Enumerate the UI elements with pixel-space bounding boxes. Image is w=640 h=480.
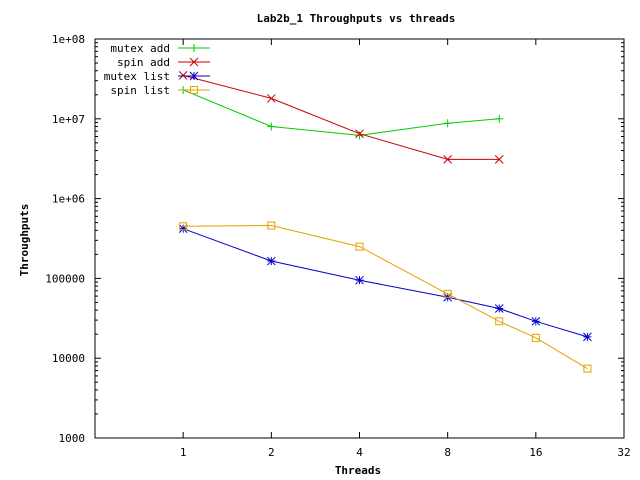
data-point — [355, 131, 364, 140]
x-tick-label: 4 — [356, 446, 363, 459]
data-point — [583, 332, 592, 342]
legend-label: mutex add — [110, 42, 170, 55]
data-point — [531, 333, 540, 342]
data-point — [443, 119, 452, 128]
x-tick-label: 8 — [444, 446, 451, 459]
data-point — [178, 71, 188, 80]
series-mutex-list — [178, 224, 592, 342]
legend-marker — [189, 71, 199, 81]
series-layer — [178, 71, 592, 373]
axes-ticks — [95, 38, 625, 439]
series-mutex-add — [179, 85, 504, 140]
series-line — [183, 74, 500, 160]
x-tick-label: 32 — [617, 446, 630, 459]
data-point — [494, 155, 504, 164]
data-point — [179, 222, 188, 231]
data-point — [266, 94, 276, 103]
data-point — [266, 256, 276, 266]
x-tick-label: 16 — [529, 446, 542, 459]
data-point — [583, 364, 592, 373]
plot-frame — [94, 38, 625, 439]
y-tick-label: 10000 — [52, 352, 85, 365]
x-axis-label: Threads — [335, 464, 381, 477]
legend-marker — [190, 44, 198, 52]
data-point — [531, 316, 541, 326]
y-tick-label: 1e+06 — [52, 193, 85, 206]
series-spin-list — [179, 221, 592, 373]
data-point — [443, 289, 452, 298]
y-tick-label: 1000 — [59, 432, 86, 445]
series-line — [183, 224, 588, 370]
data-point — [355, 242, 364, 251]
data-point — [267, 122, 276, 131]
series-line — [183, 228, 588, 338]
data-point — [355, 275, 364, 285]
legend-label: spin add — [117, 56, 170, 69]
series-line — [183, 89, 500, 136]
legend-marker — [189, 57, 199, 67]
y-tick-label: 1e+08 — [52, 33, 85, 46]
data-point — [267, 221, 276, 230]
series-spin-add — [178, 71, 504, 164]
data-point — [443, 155, 453, 164]
x-tick-label: 2 — [268, 446, 275, 459]
tick-labels: 1 2 4 8 16 32 1000 10000 100000 1e+06 1e+07 1e+08 — [45, 33, 630, 459]
y-axis-label: Throughputs — [18, 204, 31, 277]
legend-marker — [190, 86, 198, 94]
data-point — [494, 304, 504, 313]
data-point — [495, 114, 504, 123]
y-tick-label: 100000 — [45, 272, 85, 285]
data-point — [355, 129, 364, 139]
x-tick-label: 1 — [180, 446, 187, 459]
y-tick-label: 1e+07 — [52, 113, 85, 126]
data-point — [495, 317, 504, 326]
legend-label: spin list — [110, 84, 170, 97]
chart-title: Lab2b_1 Throughputs vs threads — [257, 12, 456, 25]
legend-label: mutex list — [104, 70, 170, 83]
